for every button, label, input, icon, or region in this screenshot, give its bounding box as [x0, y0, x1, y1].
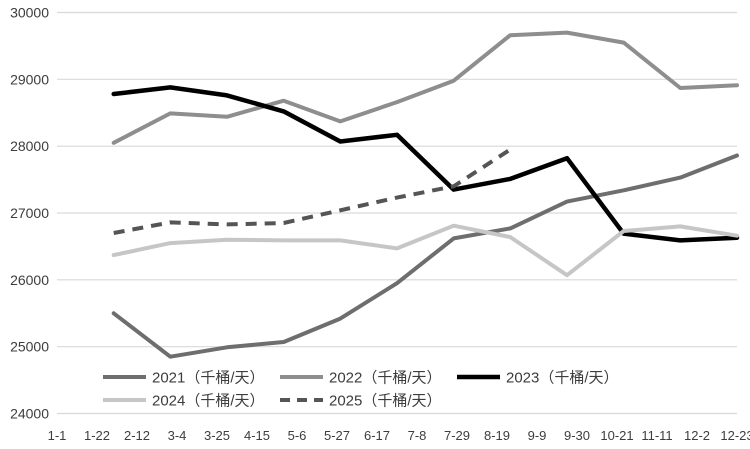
x-axis-tick-label: 4-15 — [244, 428, 270, 443]
x-axis-tick-label: 3-4 — [168, 428, 187, 443]
x-axis-tick-label: 5-6 — [288, 428, 307, 443]
x-axis-tick-label: 11-11 — [641, 428, 672, 443]
x-axis-tick-label: 10-21 — [600, 428, 633, 443]
y-axis-tick-label: 24000 — [10, 406, 49, 422]
x-axis-tick-label: 9-30 — [564, 428, 590, 443]
legend-label-2021: 2021（千桶/天） — [152, 370, 265, 387]
x-axis-tick-label: 8-19 — [484, 428, 510, 443]
legend-label-2022: 2022（千桶/天） — [329, 370, 442, 387]
x-axis-tick-label: 1-1 — [48, 428, 67, 443]
series-line-2021 — [111, 153, 739, 359]
x-axis-tick-label: 2-12 — [124, 428, 150, 443]
y-axis-tick-label: 27000 — [10, 205, 49, 221]
x-axis-tick-label: 6-17 — [364, 428, 390, 443]
x-axis-tick-label: 9-9 — [528, 428, 547, 443]
y-axis-tick-label: 30000 — [10, 5, 49, 21]
x-axis-tick-label: 1-22 — [84, 428, 110, 443]
series-line-2023 — [111, 85, 740, 243]
series-line-2022 — [111, 30, 739, 145]
x-axis-tick-label: 3-25 — [204, 428, 230, 443]
legend-label-2023: 2023（千桶/天） — [506, 370, 619, 387]
series-line-2024 — [111, 223, 739, 278]
y-axis-tick-label: 25000 — [10, 339, 49, 355]
x-axis-tick-label: 5-27 — [324, 428, 350, 443]
x-axis-tick-label: 12-2 — [684, 428, 710, 443]
series-line-2025 — [113, 147, 512, 235]
legend-label-2025: 2025（千桶/天） — [329, 393, 442, 410]
y-axis-tick-label: 26000 — [10, 272, 49, 288]
y-axis-tick-label: 29000 — [10, 71, 49, 87]
legend-label-2024: 2024（千桶/天） — [152, 393, 265, 410]
x-axis-tick-label: 12-23 — [720, 428, 750, 443]
y-axis-tick-label: 28000 — [10, 138, 49, 154]
x-axis-tick-label: 7-29 — [444, 428, 470, 443]
x-axis-tick-label: 7-8 — [408, 428, 427, 443]
